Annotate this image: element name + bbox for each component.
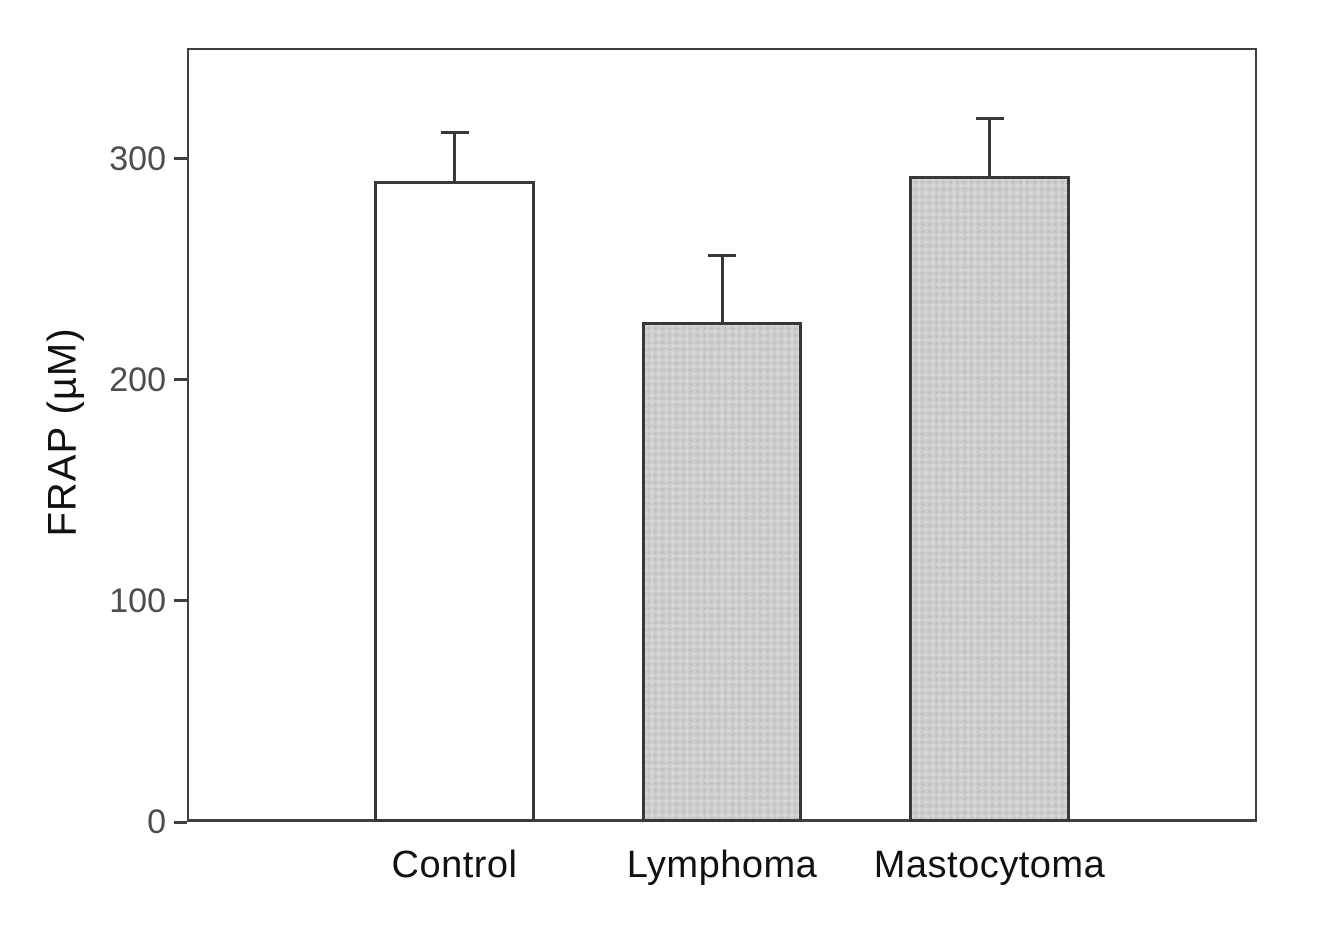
y-tick-mark (174, 820, 187, 824)
y-tick-mark (174, 157, 187, 161)
y-tick-label: 100 (109, 581, 166, 620)
bar-mastocytoma (909, 176, 1070, 822)
error-bar-cap (440, 130, 469, 134)
y-tick-label: 200 (109, 360, 166, 399)
error-bar-cap (975, 117, 1004, 121)
error-bar-stem (453, 132, 456, 181)
bar-lymphoma (641, 322, 803, 822)
y-tick-label: 300 (109, 139, 166, 178)
x-category-label: Lymphoma (626, 844, 818, 886)
y-tick-mark (174, 599, 187, 603)
y-tick-label: 0 (147, 803, 166, 841)
y-tick-mark (174, 378, 187, 382)
x-category-label: Control (391, 844, 518, 886)
error-bar-cap (708, 254, 736, 258)
bar-control (374, 180, 535, 822)
error-bar-stem (988, 118, 991, 177)
x-category-label: Mastocytoma (873, 844, 1106, 886)
error-bar-stem (720, 255, 724, 323)
